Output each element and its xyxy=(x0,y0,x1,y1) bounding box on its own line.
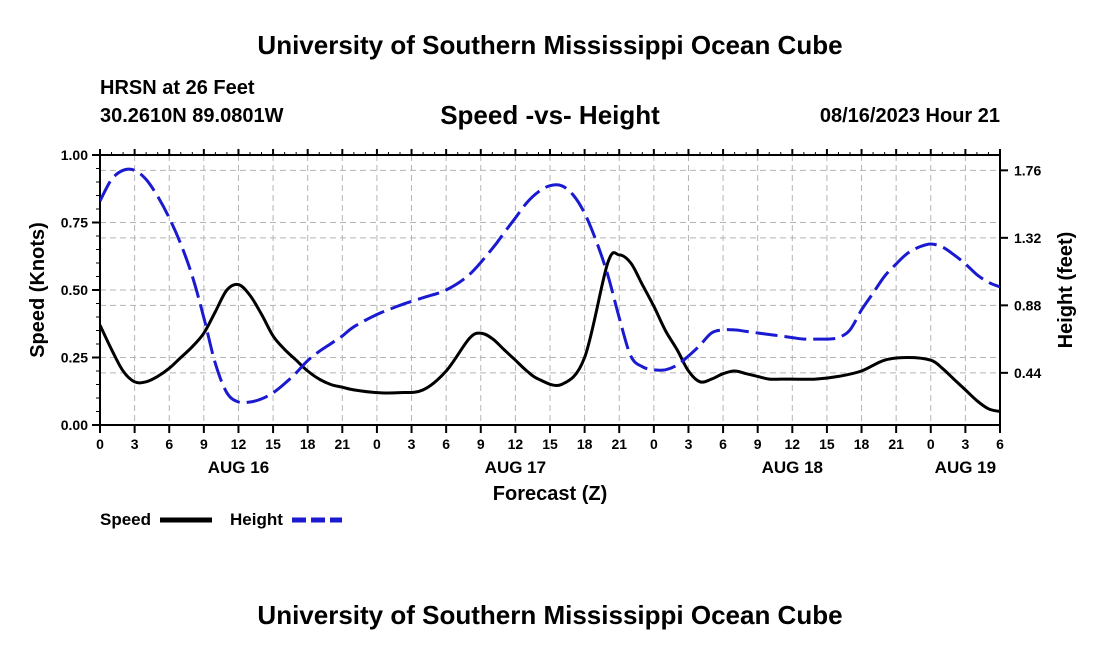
x-tick-label: 15 xyxy=(265,436,281,452)
x-tick-label: 3 xyxy=(131,436,139,452)
y-axis-label-left: Speed (Knots) xyxy=(27,222,49,358)
x-tick-label: 15 xyxy=(819,436,835,452)
y-tick-label-left: 0.25 xyxy=(61,350,88,366)
x-tick-label: 6 xyxy=(442,436,450,452)
x-tick-label: 9 xyxy=(477,436,485,452)
forecast-datetime: 08/16/2023 Hour 21 xyxy=(819,105,1000,127)
day-label: AUG 17 xyxy=(485,458,546,477)
x-tick-label: 21 xyxy=(611,436,627,452)
x-tick-label: 9 xyxy=(200,436,208,452)
x-tick-label: 6 xyxy=(719,436,727,452)
coordinates-label: 30.2610N 89.0801W xyxy=(100,105,284,127)
day-label: AUG 19 xyxy=(935,458,996,477)
legend-speed-label: Speed xyxy=(100,510,151,529)
y-tick-label-left: 1.00 xyxy=(61,147,88,163)
x-tick-label: 0 xyxy=(927,436,935,452)
y-tick-label-right: 1.76 xyxy=(1014,162,1041,178)
legend-height-label: Height xyxy=(230,510,283,529)
speed-height-chart: 0 3 6 9 12 15 18 21 0 3 6 9 12 15 18 21 0 3 6 9 12 15 18 21 0 3 6A… xyxy=(27,147,1077,529)
chart-title: Speed -vs- Height xyxy=(440,100,660,130)
x-tick-label: 0 xyxy=(650,436,658,452)
x-tick-label: 21 xyxy=(888,436,904,452)
series-lines xyxy=(100,167,1000,413)
x-tick-label: 21 xyxy=(335,436,351,452)
y-tick-label-left: 0.75 xyxy=(61,215,88,231)
day-label: AUG 16 xyxy=(208,458,269,477)
speed-series-line xyxy=(100,251,1000,413)
y-tick-label-left: 0.50 xyxy=(61,282,88,298)
x-tick-label: 18 xyxy=(854,436,870,452)
grid xyxy=(100,155,1000,425)
x-tick-label: 12 xyxy=(785,436,801,452)
legend: Speed Height xyxy=(100,510,342,529)
x-tick-label: 12 xyxy=(508,436,524,452)
footer-title: University of Southern Mississippi Ocean… xyxy=(257,600,843,630)
x-tick-label: 18 xyxy=(300,436,316,452)
y-axis-label-right: Height (feet) xyxy=(1055,232,1077,349)
x-tick-label: 0 xyxy=(373,436,381,452)
x-tick-label: 3 xyxy=(408,436,416,452)
height-series-line xyxy=(100,167,1000,405)
x-tick-label: 3 xyxy=(961,436,969,452)
y-tick-label-right: 0.44 xyxy=(1014,365,1041,381)
day-label: AUG 18 xyxy=(762,458,823,477)
x-tick-label: 9 xyxy=(754,436,762,452)
x-tick-label: 0 xyxy=(96,436,104,452)
y-tick-label-right: 1.32 xyxy=(1014,230,1041,246)
station-label: HRSN at 26 Feet xyxy=(100,77,255,99)
x-tick-label: 6 xyxy=(165,436,173,452)
x-tick-label: 18 xyxy=(577,436,593,452)
x-axis-label: Forecast (Z) xyxy=(493,483,607,505)
y-tick-label-right: 0.88 xyxy=(1014,297,1041,313)
x-tick-label: 3 xyxy=(685,436,693,452)
main-title: University of Southern Mississippi Ocean… xyxy=(257,30,843,60)
x-tick-label: 6 xyxy=(996,436,1004,452)
x-tick-label: 15 xyxy=(542,436,558,452)
axes-ticks: 0 3 6 9 12 15 18 21 0 3 6 9 12 15 18 21 0 3 6 9 12 15 18 21 0 3 6A… xyxy=(61,147,1042,477)
y-tick-label-left: 0.00 xyxy=(61,417,88,433)
x-tick-label: 12 xyxy=(231,436,247,452)
